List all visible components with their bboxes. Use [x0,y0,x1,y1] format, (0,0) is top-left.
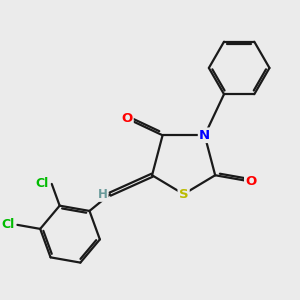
Text: Cl: Cl [2,218,15,231]
Text: H: H [98,188,107,201]
Text: O: O [121,112,132,125]
Text: Cl: Cl [36,177,49,190]
Text: S: S [179,188,188,201]
Text: N: N [199,129,210,142]
Text: O: O [245,175,256,188]
